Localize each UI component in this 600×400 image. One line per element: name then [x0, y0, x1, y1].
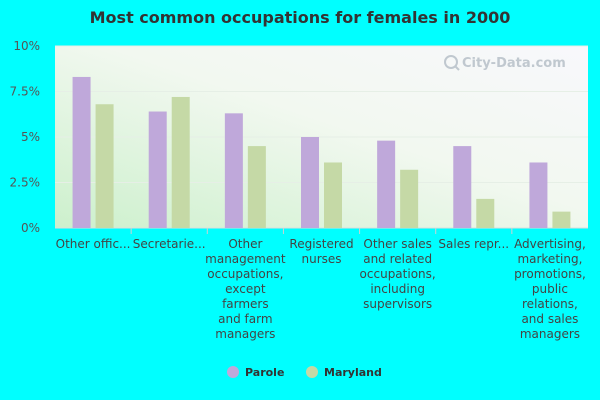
x-tick-label: Registered nurses — [289, 237, 353, 266]
x-tick-label: Other offic... — [56, 237, 131, 251]
bar-maryland-4 — [400, 169, 419, 228]
y-axis-ticks: 0% 2.5% 5% 7.5% 10% — [10, 39, 41, 235]
bar-parole-0 — [72, 76, 91, 228]
bar-parole-1 — [148, 111, 167, 228]
legend-swatch-parole — [227, 366, 239, 378]
x-axis-labels: Other offic... Secretarie... Other manageme… — [56, 237, 586, 341]
x-tick-label: Other sales and related occupations, includ… — [360, 237, 436, 311]
bar-maryland-0 — [95, 104, 114, 228]
watermark: City-Data.com — [444, 55, 566, 71]
y-tick-label: 7.5% — [10, 85, 41, 99]
legend-swatch-maryland — [306, 366, 318, 378]
legend-label-maryland: Maryland — [324, 366, 382, 379]
bars — [72, 76, 571, 234]
bar-maryland-3 — [324, 162, 342, 228]
legend-label-parole: Parole — [245, 366, 284, 379]
y-tick-label: 2.5% — [10, 176, 41, 190]
y-tick-label: 5% — [21, 130, 40, 144]
chart-title: Most common occupations for females in 2… — [90, 8, 511, 27]
bar-parole-3 — [301, 137, 319, 228]
legend: Parole Maryland — [227, 366, 382, 379]
y-tick-label: 0% — [21, 221, 40, 235]
x-tick-label: Advertising, marketing, promotions, public r… — [514, 237, 586, 341]
y-tick-label: 10% — [13, 39, 40, 53]
bar-maryland-2 — [247, 146, 266, 228]
gridlines — [55, 45, 588, 229]
magnifier-handle — [454, 65, 460, 71]
x-tick-label: Sales repr... — [438, 237, 509, 251]
bar-parole-5 — [453, 146, 472, 228]
bar-parole-4 — [377, 140, 396, 228]
x-tick-label: Secretarie... — [133, 237, 206, 251]
bar-maryland-6 — [552, 211, 571, 228]
bar-parole-6 — [529, 162, 548, 228]
x-tick-label: Other management occupations, except farmers… — [205, 237, 286, 341]
bar-maryland-1 — [171, 96, 190, 229]
watermark-text: City-Data.com — [462, 56, 566, 71]
magnifier-icon — [444, 55, 458, 69]
bar-parole-2 — [224, 113, 243, 228]
bar-maryland-5 — [476, 198, 495, 228]
